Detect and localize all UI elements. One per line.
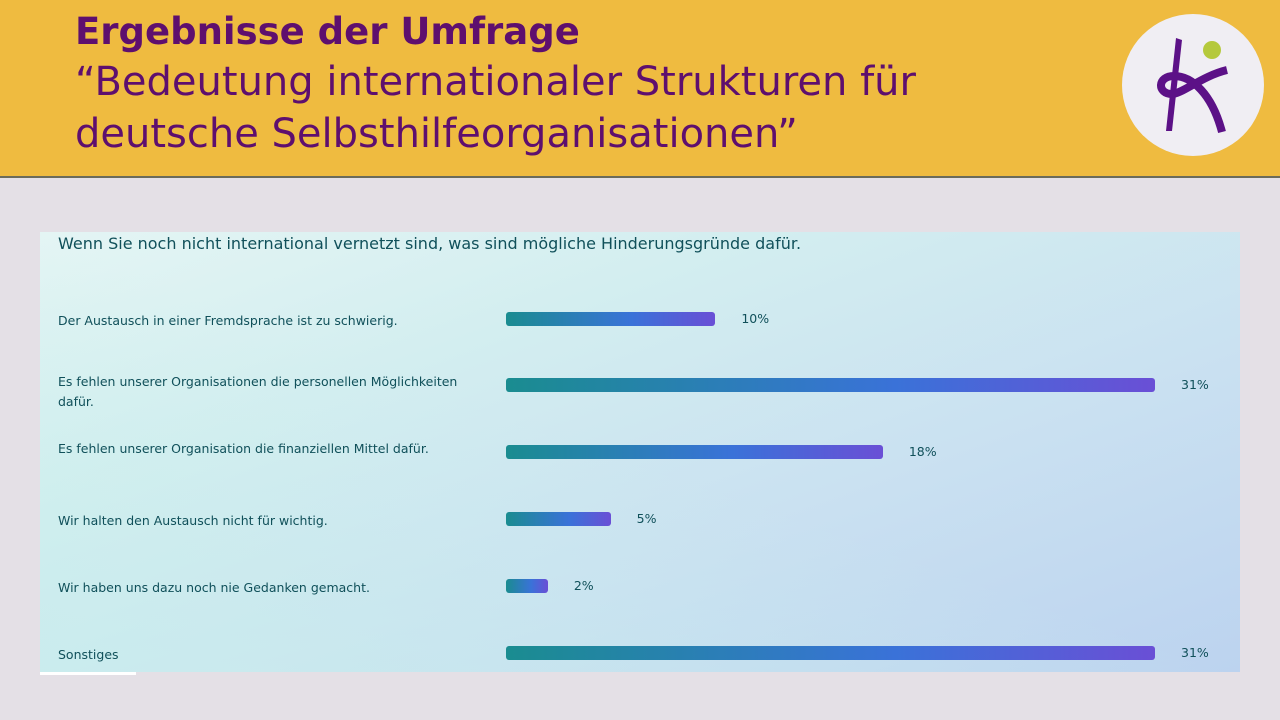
value-label: 31% [1181, 377, 1209, 392]
category-label: Wir halten den Austausch nicht für wicht… [58, 513, 328, 528]
chart-title: Wenn Sie noch nicht international vernet… [58, 234, 802, 253]
category-label: Sonstiges [58, 647, 119, 662]
category-label: Es fehlen unserer Organisation die finan… [58, 441, 429, 456]
value-label: 31% [1181, 645, 1209, 660]
bar [506, 445, 883, 459]
bar [506, 312, 716, 326]
value-label: 10% [741, 311, 770, 326]
value-label: 18% [908, 444, 937, 459]
category-label: Der Austausch in einer Fremdsprache ist … [58, 313, 398, 328]
value-label: 2% [573, 578, 594, 593]
bar [506, 378, 1155, 392]
bar [506, 646, 1155, 660]
logo [1122, 14, 1264, 156]
title-line-2: “Bedeutung internationaler Strukturen fü… [75, 59, 916, 105]
title-line-3: deutsche Selbsthilfeorganisationen” [75, 111, 798, 157]
bar [506, 579, 548, 593]
slide-header: Ergebnisse der Umfrage “Bedeutung intern… [0, 0, 1280, 178]
title-line-1: Ergebnisse der Umfrage [75, 10, 580, 53]
logo-k-icon [1157, 38, 1229, 134]
chart-panel: Wenn Sie noch nicht international vernet… [40, 232, 1240, 672]
value-label: 5% [636, 511, 657, 526]
panel-edge [40, 672, 136, 675]
category-label: Es fehlen unserer Organisationen die per… [58, 374, 458, 409]
bar [506, 512, 611, 526]
category-label: Wir haben uns dazu noch nie Gedanken gem… [58, 580, 370, 595]
slide-title: Ergebnisse der Umfrage “Bedeutung intern… [75, 8, 916, 160]
